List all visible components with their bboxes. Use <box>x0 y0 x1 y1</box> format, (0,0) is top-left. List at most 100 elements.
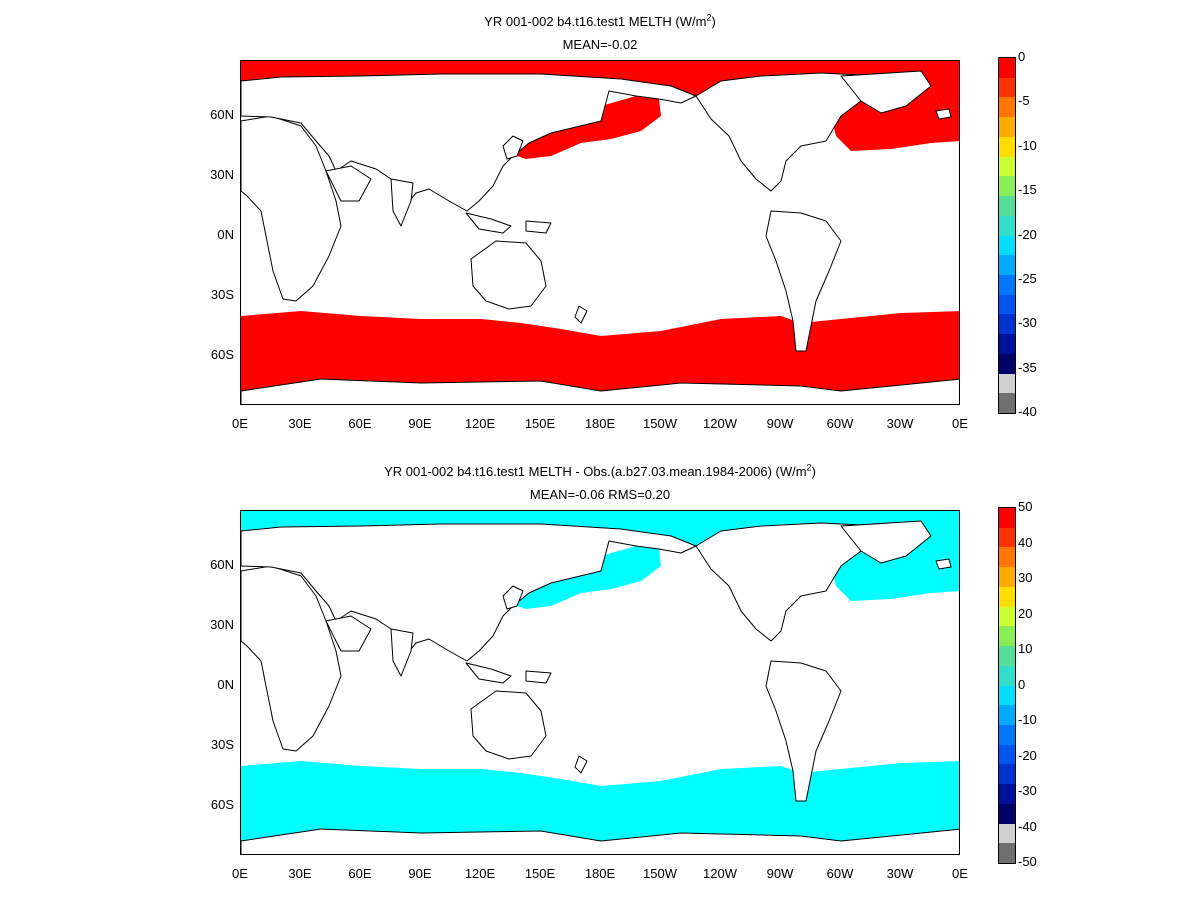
continent-outline <box>470 690 547 760</box>
latitude-tick-label: 60N <box>210 557 234 572</box>
colorbar-tick-label: 50 <box>1018 499 1033 514</box>
map-subtitle: MEAN=-0.02 <box>562 37 638 52</box>
colorbar-segment <box>999 665 1015 686</box>
map-subtitle: MEAN=-0.06 RMS=0.20 <box>529 487 671 502</box>
latitude-tick-label: 0N <box>217 227 234 242</box>
colorbar-segment <box>999 803 1015 825</box>
map-plot-area <box>240 510 960 855</box>
colorbar-segment <box>999 705 1015 726</box>
colorbar-segment <box>999 646 1015 667</box>
longitude-tick-label: 60W <box>826 416 854 431</box>
colorbar-segment <box>999 235 1015 256</box>
continent-outline <box>502 585 524 610</box>
colorbar-tick-label: -40 <box>1018 404 1037 419</box>
colorbar-tick-label: 10 <box>1018 641 1033 656</box>
latitude-tick-label: 60N <box>210 107 234 122</box>
top-map-panel: YR 001-002 b4.t16.test1 MELTH (W/m2) MEA… <box>0 13 1200 431</box>
colorbar-segment <box>999 685 1015 706</box>
continent-outline <box>241 565 342 752</box>
map-title: YR 001-002 b4.t16.test1 MELTH - Obs.(a.b… <box>0 463 1200 480</box>
longitude-tick-label: 120W <box>703 866 737 881</box>
colorbar-tick-label: -25 <box>1018 270 1037 286</box>
continent-outline <box>525 220 552 234</box>
colorbar-tick-label: -30 <box>1018 783 1037 798</box>
longitude-tick-label: 120E <box>464 416 496 431</box>
continent-outline <box>465 212 512 234</box>
colorbar-segment <box>999 274 1015 296</box>
colorbar-segment <box>999 567 1015 588</box>
longitude-tick-label: 0E <box>952 866 968 881</box>
colorbar-segment <box>999 156 1015 177</box>
colorbar-segment <box>999 764 1015 785</box>
continent-outline <box>695 72 882 192</box>
continent-outline <box>241 828 959 854</box>
map-title: YR 001-002 b4.t16.test1 MELTH (W/m2) <box>0 13 1200 30</box>
colorbar-segment <box>999 823 1015 844</box>
colorbar-tick-label: 30 <box>1018 570 1033 585</box>
colorbar-segment <box>999 353 1015 375</box>
continent-outline <box>574 305 588 324</box>
longitude-tick-label: 90W <box>766 866 794 881</box>
colorbar-tick-label: -30 <box>1018 315 1037 331</box>
continent-outline <box>241 115 342 302</box>
colorbar-tick-label: 20 <box>1018 605 1033 621</box>
melt-region <box>241 61 959 109</box>
colorbar-segment <box>999 215 1015 236</box>
colorbar-segment <box>999 77 1015 98</box>
longitude-tick-label: 120E <box>464 866 496 881</box>
map-title-text: YR 001-002 b4.t16.test1 MELTH - Obs.(a.b… <box>384 464 807 479</box>
melt-region <box>513 546 661 609</box>
colorbar-segment <box>999 58 1015 79</box>
latitude-tick-label: 60S <box>210 797 234 812</box>
longitude-tick-label: 180E <box>584 416 616 431</box>
continent-outline <box>470 240 547 310</box>
latitude-tick-label: 60S <box>210 347 234 362</box>
colorbar-segment <box>999 843 1015 864</box>
longitude-tick-label: 30E <box>288 416 312 431</box>
melt-region <box>241 311 959 391</box>
colorbar-segment <box>999 97 1015 118</box>
continent-outline <box>325 615 372 652</box>
colorbar-segment <box>999 784 1015 805</box>
colorbar-tick-label: -35 <box>1018 359 1037 375</box>
colorbar-tick-label: -20 <box>1018 747 1037 763</box>
longitude-tick-label: 0E <box>952 416 968 431</box>
continent-outline <box>574 755 588 774</box>
longitude-tick-label: 60E <box>348 416 372 431</box>
longitude-tick-label: 60E <box>348 866 372 881</box>
colorbar-segment <box>999 176 1015 197</box>
colorbar-segment <box>999 724 1015 746</box>
map-title-text: YR 001-002 b4.t16.test1 MELTH (W/m <box>484 14 707 29</box>
continent-outline <box>935 558 952 570</box>
longitude-tick-label: 90E <box>408 416 432 431</box>
continent-outline <box>840 520 932 564</box>
colorbar-tick-label: -50 <box>1018 854 1037 869</box>
colorbar-tick-label: -20 <box>1018 226 1037 242</box>
continent-outline <box>325 165 372 202</box>
colorbar-tick-label: -10 <box>1018 712 1037 727</box>
colorbar-tick-label: 0 <box>1018 49 1026 64</box>
longitude-tick-label: 30E <box>288 866 312 881</box>
world-map <box>241 511 959 854</box>
longitude-tick-label: 30W <box>886 416 914 431</box>
latitude-tick-label: 30S <box>210 287 234 302</box>
longitude-tick-label: 30W <box>886 866 914 881</box>
world-map <box>241 61 959 404</box>
latitude-tick-label: 0N <box>217 677 234 692</box>
continent-outline <box>390 628 414 677</box>
longitude-tick-label: 0E <box>232 416 248 431</box>
longitude-tick-label: 150E <box>524 416 556 431</box>
continent-outline <box>525 670 552 684</box>
latitude-tick-label: 30N <box>210 617 234 632</box>
longitude-tick-label: 90W <box>766 416 794 431</box>
colorbar-tick-label: 40 <box>1018 534 1033 550</box>
map-title-tail: ) <box>711 14 716 29</box>
colorbar-segment <box>999 334 1015 355</box>
colorbar-segment <box>999 508 1015 529</box>
colorbar-tick-label: -10 <box>1018 137 1037 153</box>
longitude-tick-label: 180E <box>584 866 616 881</box>
melt-region <box>241 761 959 841</box>
longitude-tick-label: 150E <box>524 866 556 881</box>
map-plot-area <box>240 60 960 405</box>
colorbar-segment <box>999 196 1015 217</box>
